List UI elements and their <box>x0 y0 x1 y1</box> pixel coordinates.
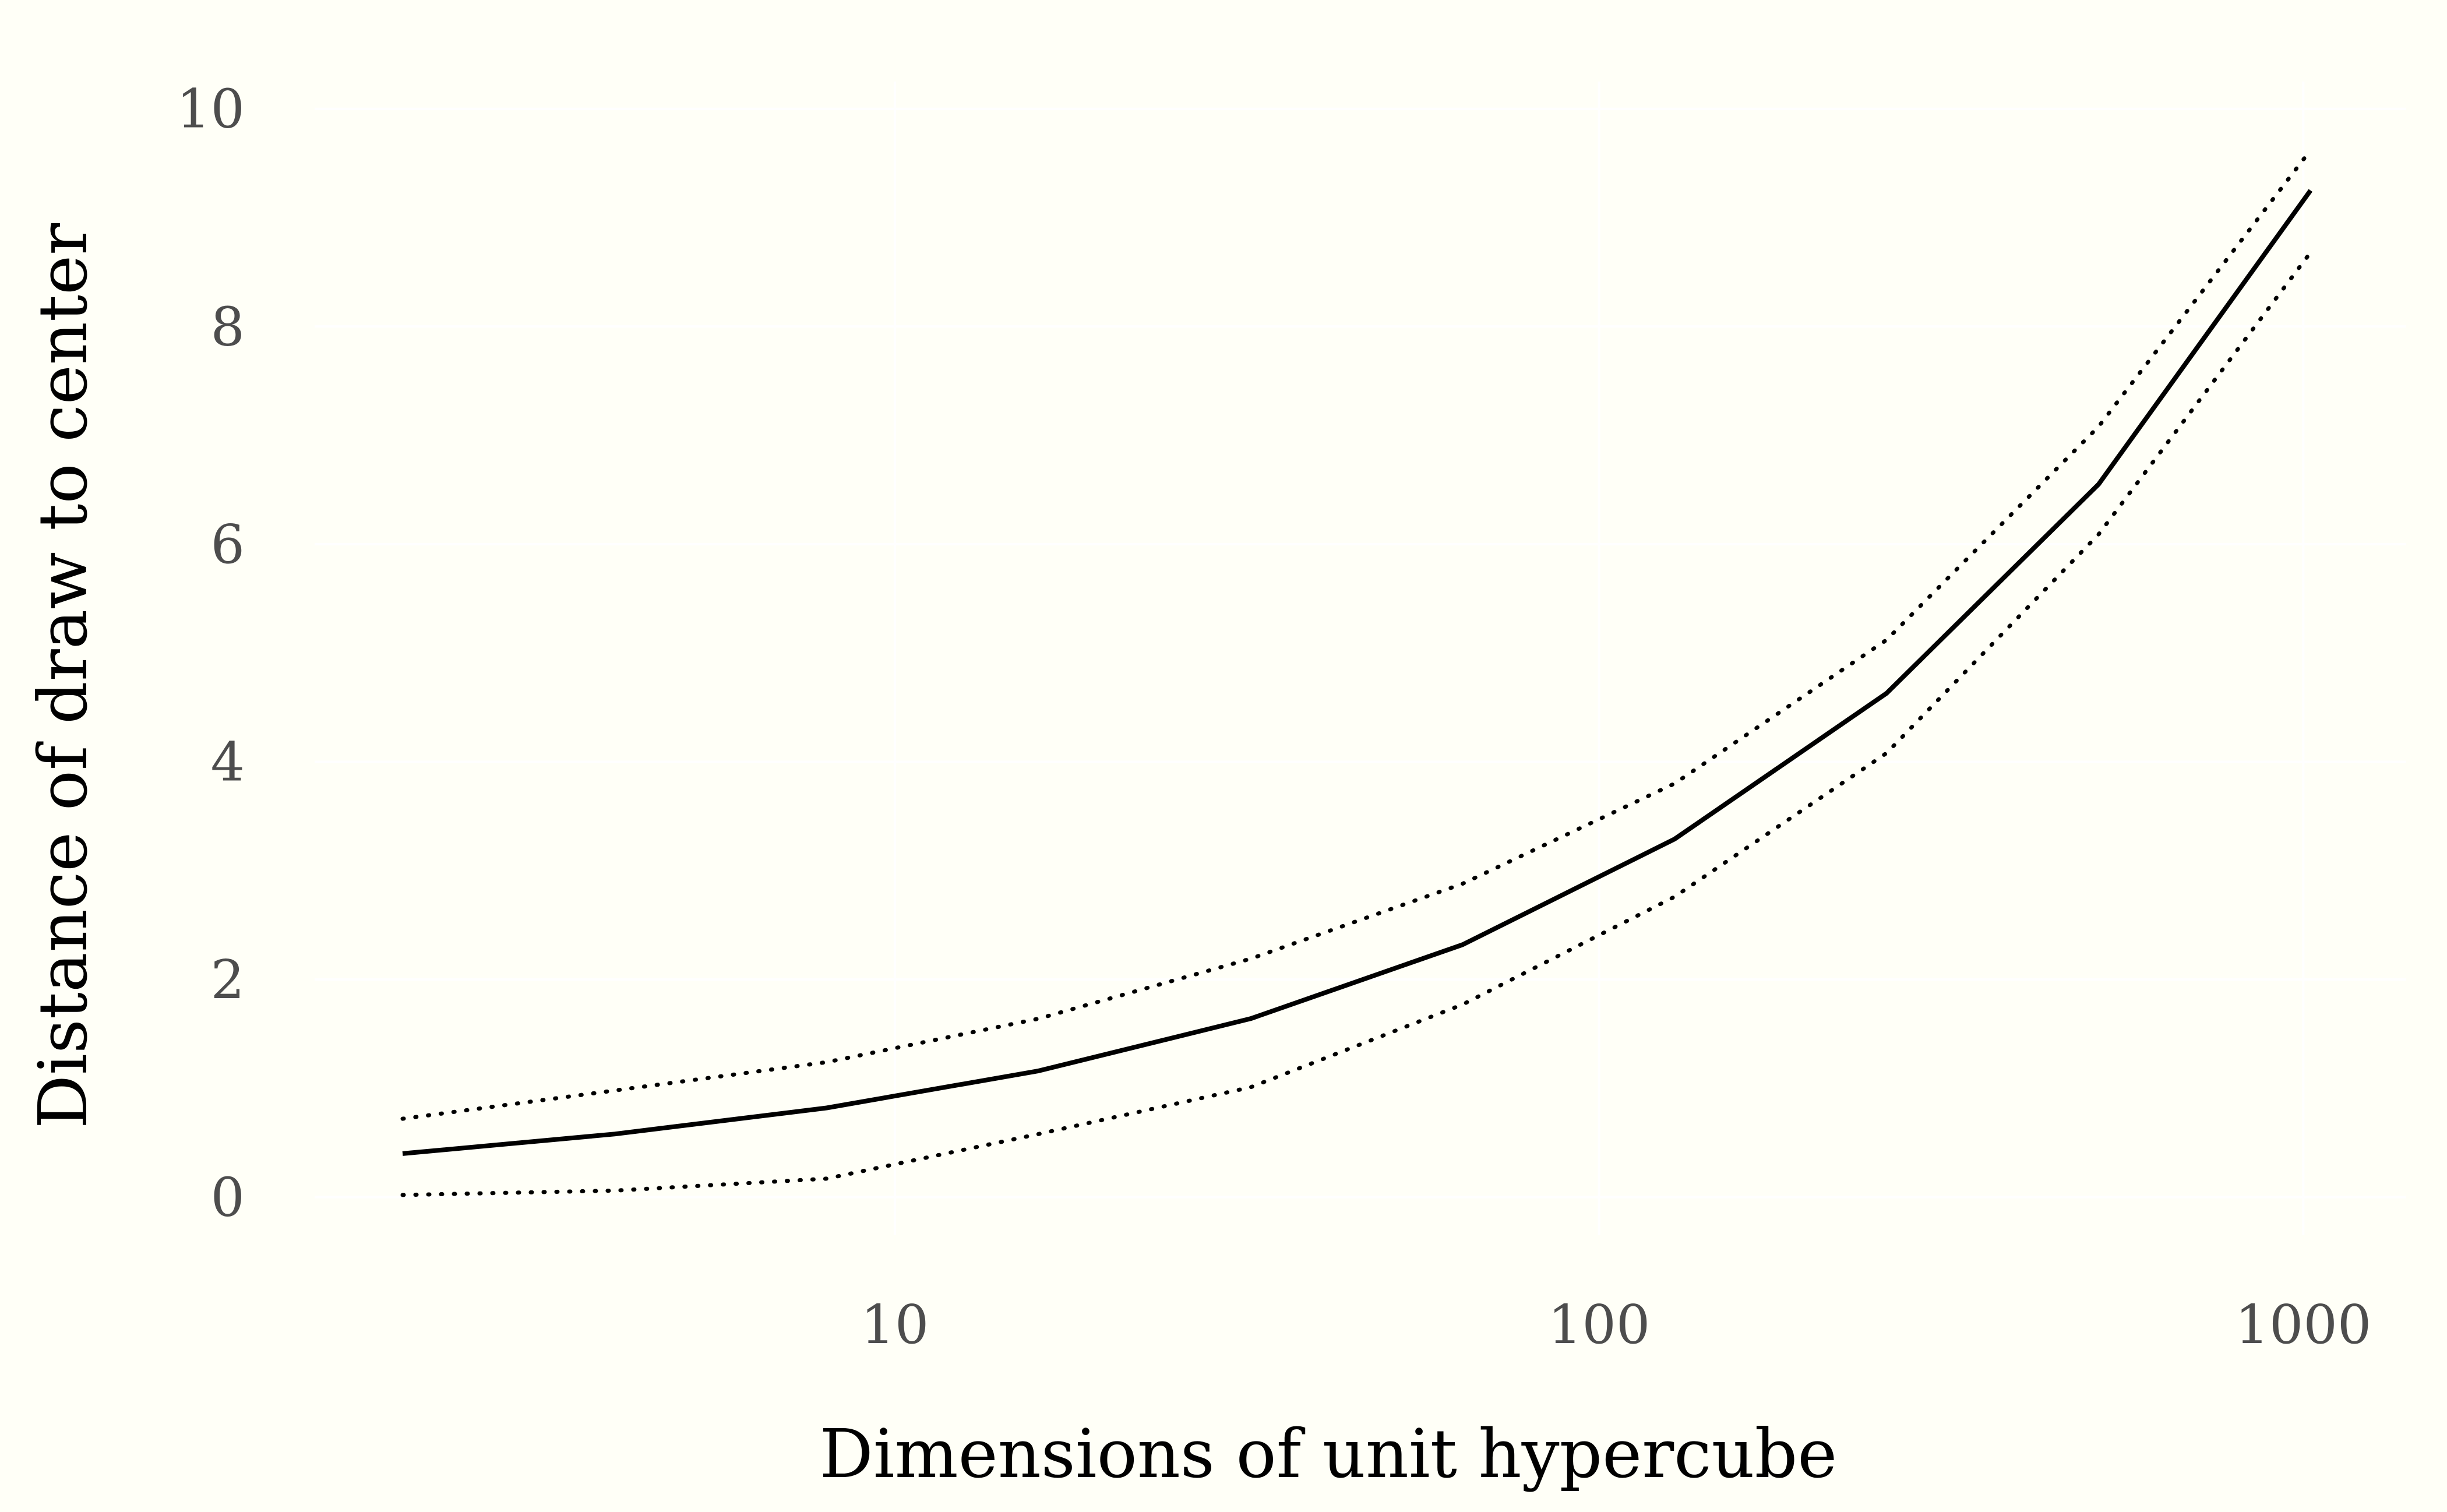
y-tick-label: 8 <box>210 295 245 358</box>
series-line-upper <box>400 148 2313 1121</box>
y-axis-title: Distance of draw to center <box>24 223 103 1129</box>
series-line-lower <box>400 250 2313 1197</box>
x-axis-title: Dimensions of unit hypercube <box>820 1415 1838 1493</box>
y-tick-label: 10 <box>177 78 245 140</box>
series-group <box>400 148 2313 1197</box>
y-tick-label: 0 <box>210 1166 245 1229</box>
grid <box>315 82 2406 1235</box>
x-tick-label: 1000 <box>2235 1294 2371 1356</box>
y-tick-label: 4 <box>210 731 245 793</box>
series-line-mean <box>402 189 2313 1156</box>
y-tick-label: 6 <box>210 513 245 576</box>
x-tick-label: 10 <box>861 1294 929 1356</box>
y-axis-ticks: 0 2 4 6 8 10 <box>177 78 245 1229</box>
x-tick-label: 100 <box>1548 1294 1651 1356</box>
x-axis-ticks: 10 100 1000 <box>861 1294 2371 1356</box>
y-tick-label: 2 <box>210 949 245 1011</box>
